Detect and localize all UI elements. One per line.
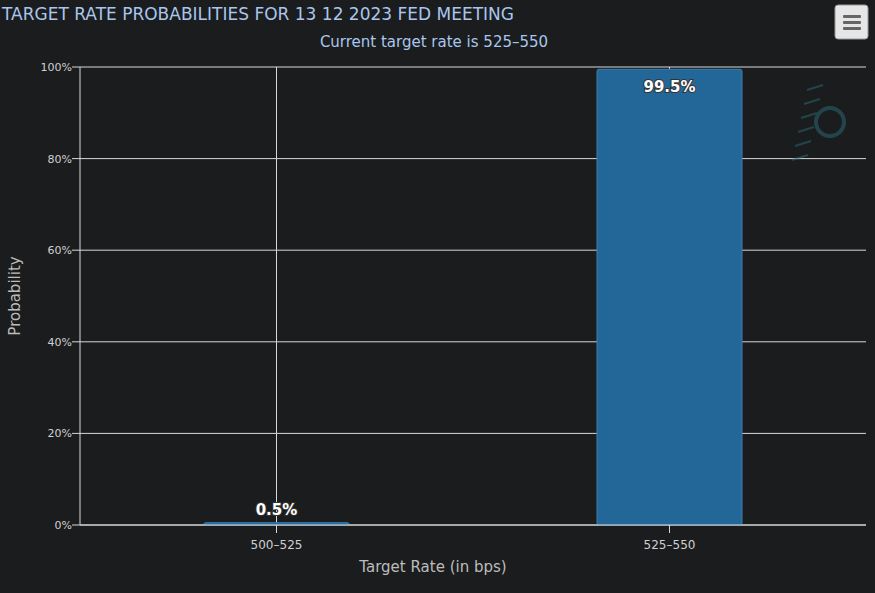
grid-line	[80, 525, 866, 526]
title: TARGET RATE PROBABILITIES FOR 13 12 2023…	[1, 4, 514, 24]
tick-mark	[72, 341, 80, 342]
bar	[597, 69, 742, 525]
watermark-line	[792, 155, 808, 160]
watermark-line	[795, 141, 811, 146]
x-tick-mark	[276, 525, 277, 533]
y-axis	[80, 67, 81, 525]
tick-mark	[72, 67, 80, 68]
grid-line	[80, 341, 866, 342]
menu-box	[835, 5, 868, 39]
grid-line-vertical	[276, 67, 277, 525]
x-tick-label: 500–525	[251, 538, 303, 552]
watermark-line	[807, 85, 823, 90]
y-tick-label: 0%	[55, 519, 72, 532]
tick-mark	[72, 525, 80, 526]
grid-line	[80, 67, 866, 68]
watermark-line	[801, 113, 817, 118]
y-tick-label: 60%	[48, 244, 72, 257]
y-axis-title: Probability	[6, 256, 24, 335]
tick-mark	[72, 158, 80, 159]
menu-button[interactable]	[835, 5, 868, 39]
grid-line	[80, 250, 866, 251]
y-tick-label: 80%	[48, 153, 72, 166]
grid-line	[80, 158, 866, 159]
x-axis-title: Target Rate (in bps)	[358, 558, 506, 576]
data-label: 0.5%	[256, 501, 298, 519]
background	[0, 0, 875, 593]
watermark-line	[804, 99, 820, 104]
watermark	[792, 85, 844, 160]
grid-line	[80, 433, 866, 434]
menu-line	[843, 15, 861, 18]
watermark-line	[798, 127, 814, 132]
menu-line	[843, 21, 861, 24]
x-tick-mark	[669, 525, 670, 533]
subtitle: Current target rate is 525–550	[320, 33, 548, 51]
tick-mark	[72, 250, 80, 251]
tick-mark	[72, 433, 80, 434]
y-tick-label: 40%	[48, 336, 72, 349]
y-tick-label: 100%	[41, 61, 72, 74]
x-axis	[80, 525, 866, 526]
x-tick-label: 525–550	[644, 538, 696, 552]
menu-line	[843, 27, 861, 30]
chart: TARGET RATE PROBABILITIES FOR 13 12 2023…	[0, 0, 875, 593]
watermark-ring	[816, 108, 844, 136]
y-tick-label: 20%	[48, 427, 72, 440]
data-label: 99.5%	[643, 78, 695, 96]
